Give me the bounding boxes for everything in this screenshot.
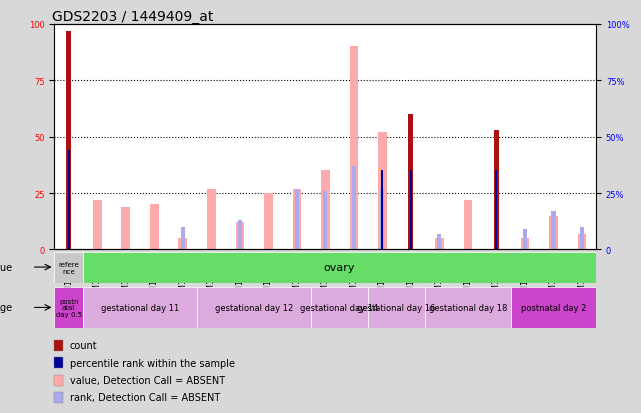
Bar	[295, 189, 299, 250]
Text: gestational day 18: gestational day 18	[429, 303, 507, 312]
Bar	[380, 189, 385, 250]
Bar	[511, 287, 596, 328]
Text: gestational day 12: gestational day 12	[215, 303, 293, 312]
Bar	[235, 223, 244, 250]
Bar	[352, 166, 356, 250]
Bar	[321, 171, 329, 250]
Text: value, Detection Call = ABSENT: value, Detection Call = ABSENT	[70, 375, 225, 385]
Text: age: age	[0, 303, 13, 313]
Bar	[520, 239, 529, 250]
Bar	[54, 392, 63, 403]
Bar	[408, 115, 413, 250]
Bar	[349, 47, 358, 250]
Bar	[67, 151, 70, 250]
Bar	[311, 287, 368, 328]
Bar	[83, 287, 197, 328]
Text: count: count	[70, 340, 97, 351]
Bar	[54, 340, 63, 351]
Bar	[238, 221, 242, 250]
Bar	[54, 252, 83, 283]
Text: postn
atal
day 0.5: postn atal day 0.5	[56, 298, 82, 317]
Bar	[368, 287, 425, 328]
Bar	[323, 191, 328, 250]
Bar	[54, 357, 63, 368]
Bar	[54, 287, 83, 328]
Bar	[551, 211, 556, 250]
Bar	[207, 189, 215, 250]
Bar	[549, 216, 558, 250]
Text: gestational day 11: gestational day 11	[101, 303, 179, 312]
Bar	[579, 227, 584, 250]
Bar	[181, 227, 185, 250]
Bar	[494, 131, 499, 250]
Bar	[410, 171, 412, 250]
Bar	[522, 230, 527, 250]
Bar	[578, 234, 586, 250]
Text: GDS2203 / 1449409_at: GDS2203 / 1449409_at	[52, 10, 213, 24]
Text: gestational day 14: gestational day 14	[301, 303, 379, 312]
Text: percentile rank within the sample: percentile rank within the sample	[70, 358, 235, 368]
Text: gestational day 16: gestational day 16	[358, 303, 436, 312]
Bar	[93, 200, 101, 250]
Bar	[54, 375, 63, 386]
Text: refere
nce: refere nce	[58, 261, 79, 274]
Bar	[463, 200, 472, 250]
Text: postnatal day 2: postnatal day 2	[520, 303, 586, 312]
Bar	[264, 194, 272, 250]
Bar	[197, 287, 311, 328]
Bar	[178, 239, 187, 250]
Bar	[437, 234, 442, 250]
Text: ovary: ovary	[324, 262, 355, 273]
Bar	[425, 287, 511, 328]
Bar	[150, 205, 158, 250]
Bar	[378, 133, 387, 250]
Bar	[495, 171, 497, 250]
Bar	[122, 207, 130, 250]
Bar	[66, 31, 71, 250]
Bar	[381, 171, 383, 250]
Bar	[292, 189, 301, 250]
Text: rank, Detection Call = ABSENT: rank, Detection Call = ABSENT	[70, 392, 221, 403]
Bar	[435, 239, 444, 250]
Text: tissue: tissue	[0, 262, 13, 273]
